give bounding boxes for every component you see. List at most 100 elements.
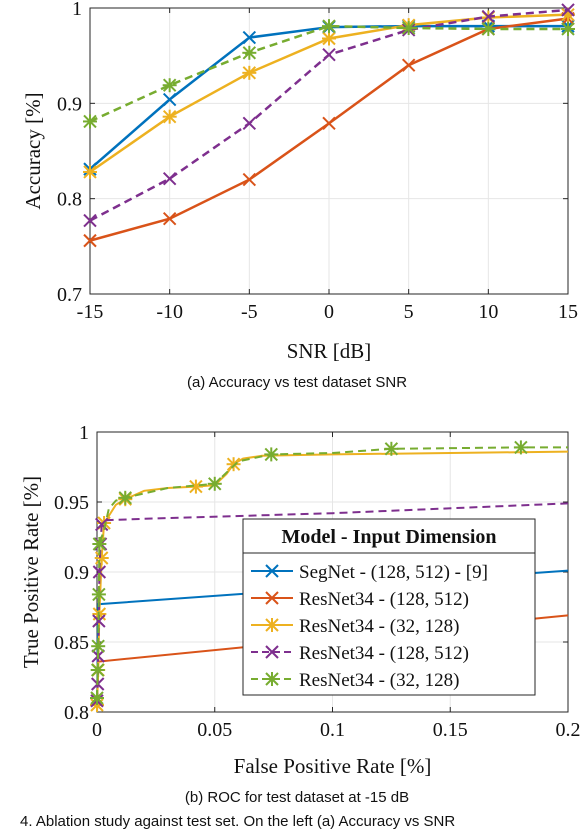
- legend-label: ResNet34 - (32, 128): [299, 616, 459, 637]
- legend-marker-stroke: [265, 591, 279, 605]
- y-axis-label: Accuracy [%]: [21, 92, 45, 209]
- legend: Model - Input Dimension SegNet - (128, 51…: [242, 518, 536, 696]
- footer-text: 4. Ablation study against test set. On t…: [20, 813, 455, 830]
- data-point-1-2: [242, 172, 257, 187]
- x-tick-label: -10: [156, 301, 183, 323]
- data-point-4-1: [162, 78, 177, 93]
- data-point-3-3: [92, 614, 106, 628]
- data-point-4-0: [90, 691, 104, 705]
- y-tick-label: 0.9: [57, 93, 82, 115]
- y-tick-label: 0.95: [54, 492, 89, 514]
- legend-label: SegNet - (128, 512) - [9]: [299, 562, 488, 583]
- legend-box: [242, 518, 536, 696]
- data-point-4-2: [91, 639, 106, 654]
- y-tick-label: 0.7: [57, 284, 82, 306]
- x-tick-label: 0.15: [433, 719, 468, 741]
- data-point-4-5: [481, 21, 496, 36]
- data-point-2-2: [242, 65, 257, 80]
- data-point-4-4: [401, 21, 416, 36]
- y-tick-label: 1: [72, 0, 82, 20]
- data-point-4-3: [322, 19, 336, 34]
- x-tick-label: 15: [558, 301, 578, 323]
- legend-marker: [265, 618, 279, 632]
- data-point-2-1: [162, 109, 177, 124]
- x-tick-label: 0.1: [320, 719, 345, 741]
- data-point-4-6: [561, 21, 575, 36]
- legend-item: SegNet - (128, 512) - [9]: [251, 562, 488, 583]
- roc-chart: 0 0.05 0.1 0.15 0.2 0.8 0.85 0.9 0.95 1 False Posi…: [19, 422, 580, 778]
- data-point-1-2-stroke: [242, 172, 257, 187]
- x-tick-label: 10: [478, 301, 498, 323]
- data-point-4-2: [242, 45, 257, 60]
- data-point-0-2-stroke: [242, 30, 257, 45]
- legend-marker: [265, 591, 279, 605]
- data-point-0-1: [162, 92, 177, 107]
- data-point-2-7: [226, 457, 241, 472]
- legend-item: ResNet34 - (128, 512): [251, 643, 469, 664]
- x-axis-label: SNR [dB]: [287, 339, 372, 363]
- legend-item: ResNet34 - (128, 512): [251, 589, 469, 610]
- data-point-3-6: [561, 3, 575, 17]
- data-point-4-8: [384, 441, 399, 456]
- data-point-3-1: [162, 171, 177, 186]
- data-point-3-1-stroke: [162, 171, 177, 186]
- x-tick-label: 0.05: [197, 719, 232, 741]
- y-tick-label: 0.9: [64, 562, 89, 584]
- data-point-3-4-stroke: [92, 565, 107, 579]
- data-point-4-1: [90, 663, 105, 677]
- data-point-3-2: [242, 116, 257, 131]
- data-point-1-3-stroke: [322, 116, 336, 131]
- data-point-1-3: [322, 116, 336, 131]
- data-point-3-0: [83, 213, 97, 228]
- legend-marker: [265, 672, 279, 686]
- caption-a: (a) Accuracy vs test dataset SNR: [187, 374, 407, 391]
- legend-item: ResNet34 - (32, 128): [251, 616, 459, 637]
- legend-marker: [265, 564, 279, 578]
- data-point-3-0-stroke: [83, 213, 97, 228]
- data-point-4-7: [264, 447, 279, 462]
- accuracy-chart: -15 -10 -5 0 5 10 15 0.7 0.8 0.9 1 SNR [dB] Accuracy…: [21, 0, 578, 363]
- data-point-0-1-stroke: [162, 92, 177, 107]
- data-point-1-0-stroke: [83, 233, 97, 248]
- data-point-4-3: [91, 587, 106, 602]
- y-tick-label: 1: [79, 422, 89, 444]
- data-point-4-6: [207, 476, 222, 491]
- legend-item: ResNet34 - (32, 128): [251, 670, 459, 691]
- x-tick-label: 0: [92, 719, 102, 741]
- data-point-3-6-stroke: [561, 3, 575, 17]
- legend-label: ResNet34 - (128, 512): [299, 643, 469, 664]
- legend-marker-stroke: [265, 564, 279, 578]
- data-point-3-3-stroke: [92, 614, 106, 628]
- data-point-3-3: [322, 48, 336, 62]
- legend-marker-stroke: [265, 645, 279, 659]
- data-point-2-0: [83, 164, 97, 179]
- x-tick-label: 0: [324, 301, 334, 323]
- legend-title: Model - Input Dimension: [281, 526, 496, 548]
- data-point-3-5-stroke: [481, 9, 496, 24]
- y-tick-label: 0.8: [57, 189, 82, 211]
- x-tick-label: 0.2: [556, 719, 580, 741]
- data-point-4-9: [513, 440, 528, 455]
- y-axis-label: True Positive Rate [%]: [19, 476, 43, 668]
- data-point-0-2: [242, 30, 257, 45]
- data-point-4-5: [118, 490, 133, 505]
- data-point-2-3: [322, 31, 336, 46]
- y-tick-label: 0.85: [54, 632, 89, 654]
- legend-marker: [265, 645, 279, 659]
- data-point-3-6: [95, 517, 109, 532]
- legend-label: ResNet34 - (128, 512): [299, 589, 469, 610]
- data-point-1-0: [83, 233, 97, 248]
- x-tick-label: -15: [77, 301, 104, 323]
- data-point-3-3-stroke: [322, 48, 336, 62]
- data-point-3-5: [481, 9, 496, 24]
- x-tick-label: 5: [404, 301, 414, 323]
- y-tick-label: 0.8: [64, 702, 89, 724]
- data-point-1-1: [162, 211, 177, 226]
- data-point-4-0: [83, 114, 97, 129]
- data-point-3-4: [92, 565, 107, 579]
- data-point-2-3: [94, 551, 109, 565]
- data-point-4-4: [92, 537, 107, 551]
- data-point-3-6-stroke: [95, 517, 109, 532]
- caption-b: (b) ROC for test dataset at -15 dB: [185, 789, 409, 806]
